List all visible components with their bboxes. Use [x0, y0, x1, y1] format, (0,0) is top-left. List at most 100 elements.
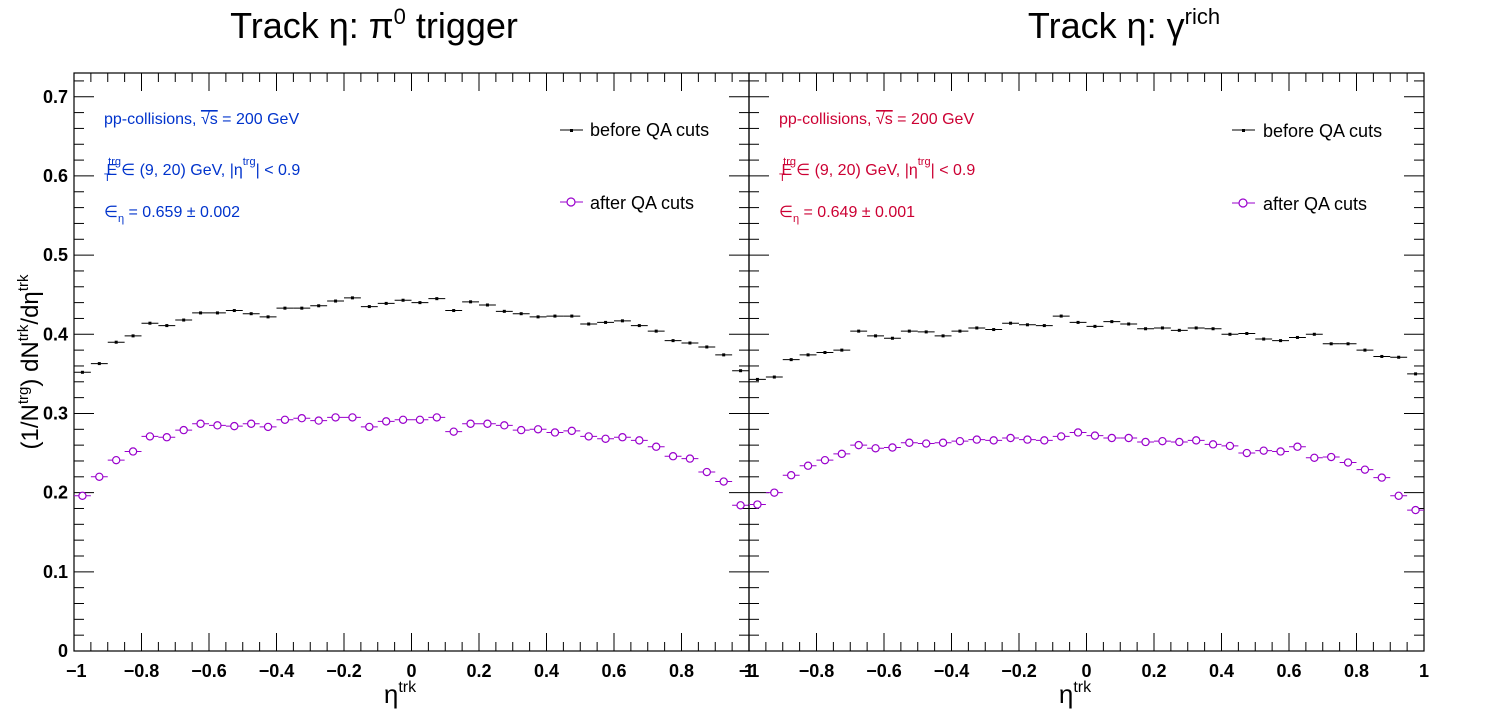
- data-point-after: [955, 436, 965, 446]
- data-point-after: [314, 416, 323, 425]
- data-point-after: [533, 425, 543, 434]
- annotation-efficiency: ∈η = 0.649 ± 0.001: [779, 204, 915, 225]
- data-point-before: [1363, 348, 1367, 352]
- x-axis-label: ηtrk: [1059, 679, 1092, 709]
- x-tick-label: −0.4: [934, 661, 970, 681]
- data-point-before: [469, 300, 473, 304]
- data-point-before: [1245, 331, 1249, 335]
- data-point-before: [907, 329, 911, 333]
- data-point-before: [789, 358, 793, 362]
- data-point-after: [888, 443, 897, 452]
- data-point-before: [1093, 324, 1097, 328]
- data-point-before: [924, 330, 928, 334]
- legend-label-before: before QA cuts: [1263, 121, 1382, 141]
- data-point-after: [905, 438, 914, 447]
- data-point-before: [958, 329, 962, 333]
- axis-ticks: [748, 73, 1425, 652]
- data-point-after: [1377, 473, 1387, 482]
- data-point-before: [317, 304, 321, 308]
- legend-label-after: after QA cuts: [1263, 194, 1367, 214]
- data-point-before: [1042, 324, 1046, 328]
- data-point-after: [500, 421, 509, 430]
- data-point-before: [587, 322, 591, 326]
- x-tick-label: −0.6: [191, 661, 227, 681]
- data-point-after: [111, 455, 121, 465]
- data-point-before: [1380, 354, 1384, 358]
- y-tick-label: 0: [58, 641, 68, 661]
- data-point-after: [567, 426, 577, 436]
- data-point-after: [348, 413, 357, 422]
- annotation-trigger-cuts: Etrg T ∈ (9, 20) GeV, |ηtrg| < 0.9: [104, 156, 300, 184]
- y-tick-labels: 0 0.1 0.2 0.3 0.4 0.5 0.6 0.7: [43, 87, 68, 661]
- data-point-before: [1279, 339, 1283, 343]
- x-tick-label: −1: [739, 661, 760, 681]
- data-point-before: [688, 341, 692, 345]
- data-point-before: [1228, 332, 1232, 336]
- x-tick-label: 1: [1419, 661, 1429, 681]
- x-tick-label: 0: [406, 661, 416, 681]
- data-point-after: [213, 421, 222, 430]
- data-point-before: [553, 314, 557, 318]
- legend-label-after: after QA cuts: [590, 193, 694, 213]
- data-point-after: [516, 425, 526, 435]
- panel-pi0-trigger: Track η: π0 trigger ηtrk (1/Ntrg) dNtrk/…: [15, 4, 754, 709]
- data-point-after: [938, 438, 948, 447]
- x-tick-label: 0.4: [1209, 661, 1234, 681]
- y-tick-label: 0.7: [43, 87, 68, 107]
- data-point-after: [1056, 432, 1066, 441]
- data-point-before: [1194, 326, 1198, 330]
- data-point-after: [871, 444, 880, 453]
- data-point-before: [165, 324, 169, 328]
- legend-circle-after: [1238, 198, 1248, 208]
- data-point-after: [1326, 452, 1336, 462]
- data-point-after: [483, 419, 492, 428]
- data-point-before: [519, 312, 523, 316]
- data-point-before: [384, 301, 388, 305]
- data-point-after: [635, 436, 644, 445]
- data-point-before: [1211, 327, 1215, 331]
- data-point-before: [1414, 372, 1418, 376]
- data-point-before: [283, 306, 287, 310]
- data-point-before: [148, 321, 152, 325]
- data-point-after: [1040, 436, 1049, 445]
- data-point-before: [604, 320, 608, 324]
- x-tick-label: −0.8: [124, 661, 160, 681]
- y-tick-label: 0.6: [43, 166, 68, 186]
- data-point-before: [1346, 342, 1350, 346]
- data-point-before: [722, 353, 726, 357]
- data-point-after: [837, 449, 847, 459]
- data-point-after: [1090, 431, 1100, 440]
- data-point-after: [736, 501, 745, 510]
- annotation-trigger-cuts: Etrg T ∈ (9, 20) GeV, |ηtrg| < 0.9: [779, 156, 975, 184]
- data-point-after: [1259, 446, 1268, 455]
- legend-dot-before: [570, 129, 573, 132]
- data-point-before: [1127, 322, 1131, 326]
- data-point-after: [584, 432, 593, 441]
- data-point-after: [78, 491, 87, 501]
- data-point-after: [1107, 433, 1117, 443]
- legend-dot-before: [1242, 129, 1245, 132]
- data-point-before: [823, 350, 827, 354]
- data-point-before: [1262, 337, 1266, 341]
- data-point-before: [334, 299, 338, 303]
- data-point-before: [1329, 342, 1333, 346]
- data-point-after: [1293, 442, 1302, 451]
- x-tick-label: −0.8: [799, 661, 835, 681]
- data-point-before: [620, 319, 624, 323]
- data-point-after: [1006, 433, 1015, 443]
- data-point-after: [415, 415, 425, 424]
- data-point-after: [753, 500, 762, 509]
- data-point-after: [398, 415, 408, 424]
- x-tick-label: −0.6: [866, 661, 902, 681]
- data-point-after: [1343, 458, 1353, 467]
- data-point-before: [401, 298, 405, 302]
- data-point-before: [755, 377, 759, 381]
- data-point-after: [702, 467, 712, 477]
- chart-title: Track η: π0 trigger: [230, 4, 518, 46]
- panel-gamma-rich: Track η: γrich ηtrk pp-collisions, √s = …: [739, 4, 1429, 709]
- data-point-after: [803, 461, 813, 470]
- data-point-before: [705, 345, 709, 349]
- data-point-after: [668, 452, 678, 461]
- data-point-before: [300, 306, 304, 310]
